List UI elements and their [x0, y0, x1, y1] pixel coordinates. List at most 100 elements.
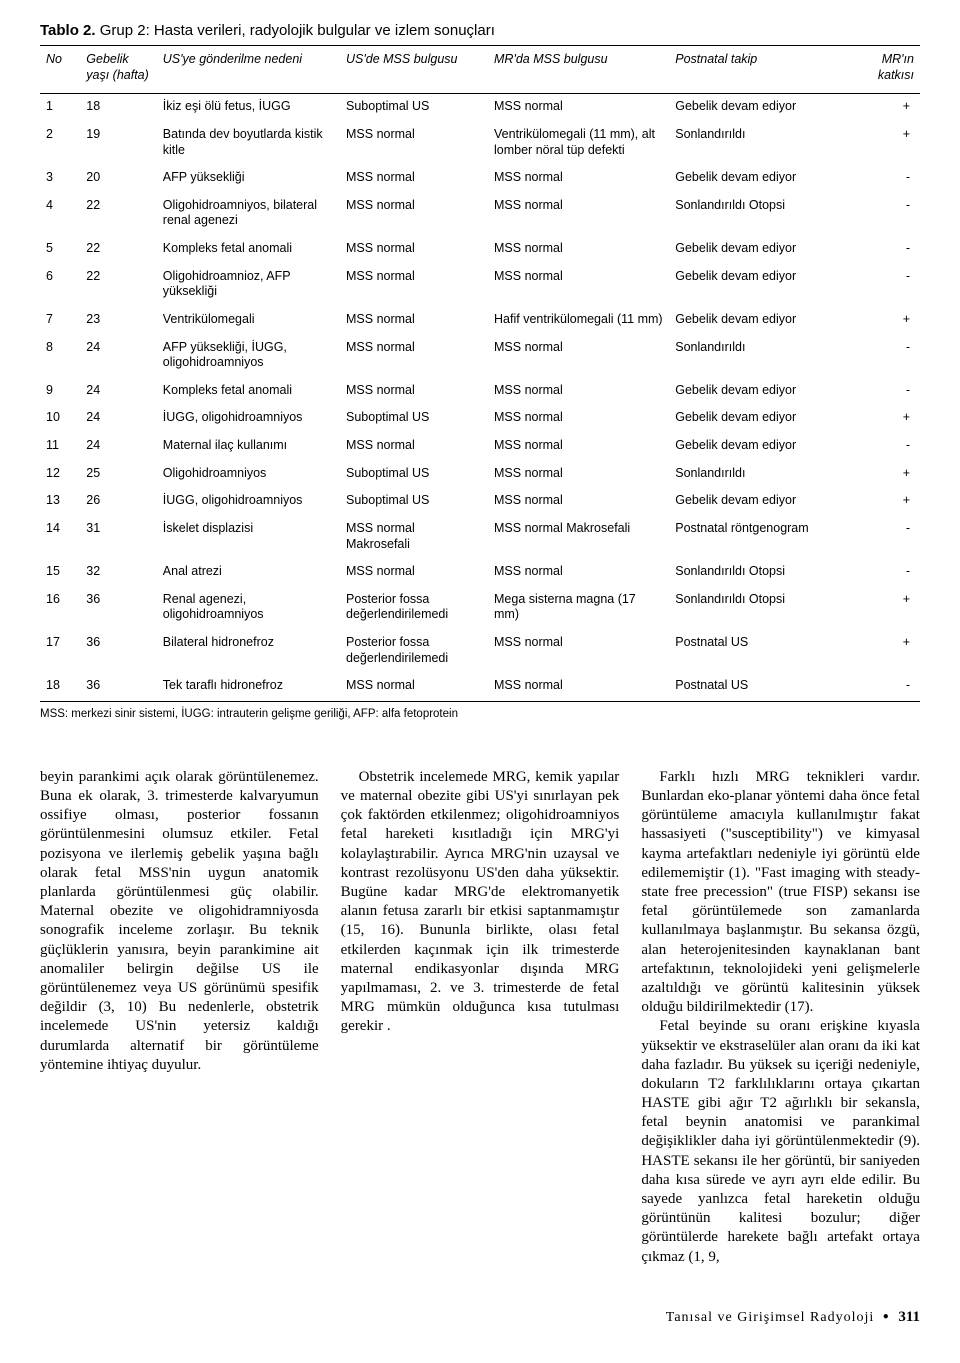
cell-follow: Postnatal röntgenogram — [669, 516, 837, 559]
table-row: 1431İskelet displazisiMSS normal Makrose… — [40, 516, 920, 559]
body-p4: Fetal beyinde su oranı erişkine kıyasla … — [641, 1017, 920, 1266]
table-row: 422Oligohidroamniyos, bilateral renal ag… — [40, 193, 920, 236]
cell-reason: Oligohidroamnioz, AFP yüksekliği — [157, 264, 340, 307]
cell-contrib: - — [837, 673, 920, 701]
cell-contrib: - — [837, 516, 920, 559]
cell-mr: MSS normal Makrosefali — [488, 516, 669, 559]
cell-age: 36 — [80, 587, 157, 630]
cell-age: 26 — [80, 488, 157, 516]
cell-us: Suboptimal US — [340, 461, 488, 489]
cell-mr: MSS normal — [488, 264, 669, 307]
cell-follow: Gebelik devam ediyor — [669, 307, 837, 335]
cell-follow: Postnatal US — [669, 630, 837, 673]
cell-reason: Kompleks fetal anomali — [157, 236, 340, 264]
cell-us: MSS normal — [340, 378, 488, 406]
cell-age: 22 — [80, 236, 157, 264]
footer-journal: Tanısal ve Girişimsel Radyoloji — [666, 1310, 875, 1325]
cell-contrib: - — [837, 193, 920, 236]
cell-no: 11 — [40, 433, 80, 461]
cell-contrib: - — [837, 165, 920, 193]
cell-us: MSS normal — [340, 433, 488, 461]
cell-us: Suboptimal US — [340, 405, 488, 433]
cell-us: Suboptimal US — [340, 94, 488, 122]
cell-us: MSS normal — [340, 307, 488, 335]
cell-age: 19 — [80, 122, 157, 165]
cell-no: 10 — [40, 405, 80, 433]
cell-contrib: + — [837, 587, 920, 630]
cell-follow: Sonlandırıldı Otopsi — [669, 559, 837, 587]
cell-contrib: + — [837, 307, 920, 335]
cell-age: 24 — [80, 405, 157, 433]
cell-mr: MSS normal — [488, 461, 669, 489]
cell-contrib: + — [837, 122, 920, 165]
cell-no: 14 — [40, 516, 80, 559]
cell-mr: MSS normal — [488, 673, 669, 701]
cell-follow: Sonlandırıldı Otopsi — [669, 587, 837, 630]
table-row: 1836Tek taraflı hidronefrozMSS normalMSS… — [40, 673, 920, 701]
table-row: 1736Bilateral hidronefrozPosterior fossa… — [40, 630, 920, 673]
cell-reason: Oligohidroamniyos, bilateral renal agene… — [157, 193, 340, 236]
cell-reason: İUGG, oligohidroamniyos — [157, 405, 340, 433]
table-row: 622Oligohidroamnioz, AFP yüksekliğiMSS n… — [40, 264, 920, 307]
cell-age: 24 — [80, 335, 157, 378]
cell-follow: Gebelik devam ediyor — [669, 264, 837, 307]
table-row: 320AFP yüksekliğiMSS normalMSS normalGeb… — [40, 165, 920, 193]
cell-no: 9 — [40, 378, 80, 406]
cell-no: 7 — [40, 307, 80, 335]
cell-contrib: + — [837, 461, 920, 489]
data-table: No Gebelik yaşı (hafta) US'ye gönderilme… — [40, 45, 920, 702]
cell-mr: MSS normal — [488, 335, 669, 378]
table-row: 824AFP yüksekliği, İUGG, oligohidroamniy… — [40, 335, 920, 378]
page-footer: Tanısal ve Girişimsel Radyoloji ● 311 — [40, 1309, 920, 1326]
cell-follow: Postnatal US — [669, 673, 837, 701]
cell-mr: MSS normal — [488, 236, 669, 264]
table-row: 924Kompleks fetal anomaliMSS normalMSS n… — [40, 378, 920, 406]
cell-reason: Ventrikülomegali — [157, 307, 340, 335]
cell-follow: Sonlandırıldı — [669, 461, 837, 489]
cell-contrib: + — [837, 405, 920, 433]
cell-us: Posterior fossa değerlendirilemedi — [340, 587, 488, 630]
cell-us: MSS normal — [340, 559, 488, 587]
cell-age: 20 — [80, 165, 157, 193]
cell-reason: AFP yüksekliği, İUGG, oligohidroamniyos — [157, 335, 340, 378]
table-row: 1326İUGG, oligohidroamniyosSuboptimal US… — [40, 488, 920, 516]
cell-us: MSS normal — [340, 673, 488, 701]
cell-mr: MSS normal — [488, 488, 669, 516]
cell-follow: Sonlandırıldı — [669, 122, 837, 165]
cell-contrib: - — [837, 433, 920, 461]
cell-no: 1 — [40, 94, 80, 122]
th-us: US'de MSS bulgusu — [340, 46, 488, 94]
cell-no: 8 — [40, 335, 80, 378]
table-row: 522Kompleks fetal anomaliMSS normalMSS n… — [40, 236, 920, 264]
cell-reason: Anal atrezi — [157, 559, 340, 587]
footer-page-number: 311 — [898, 1309, 920, 1325]
table-row: 1124Maternal ilaç kullanımıMSS normalMSS… — [40, 433, 920, 461]
cell-age: 23 — [80, 307, 157, 335]
cell-reason: Maternal ilaç kullanımı — [157, 433, 340, 461]
cell-us: MSS normal — [340, 122, 488, 165]
cell-reason: Bilateral hidronefroz — [157, 630, 340, 673]
cell-age: 24 — [80, 378, 157, 406]
table-row: 1532Anal atreziMSS normalMSS normalSonla… — [40, 559, 920, 587]
cell-no: 17 — [40, 630, 80, 673]
cell-reason: İkiz eşi ölü fetus, İUGG — [157, 94, 340, 122]
cell-mr: MSS normal — [488, 405, 669, 433]
cell-contrib: + — [837, 94, 920, 122]
cell-mr: MSS normal — [488, 94, 669, 122]
cell-follow: Sonlandırıldı — [669, 335, 837, 378]
cell-contrib: - — [837, 559, 920, 587]
cell-mr: MSS normal — [488, 630, 669, 673]
cell-age: 32 — [80, 559, 157, 587]
body-p3: Farklı hızlı MRG teknikleri vardır. Bunl… — [641, 768, 920, 1017]
table-row: 1024İUGG, oligohidroamniyosSuboptimal US… — [40, 405, 920, 433]
th-reason: US'ye gönderilme nedeni — [157, 46, 340, 94]
cell-age: 36 — [80, 673, 157, 701]
table-row: 723VentrikülomegaliMSS normalHafif ventr… — [40, 307, 920, 335]
cell-no: 6 — [40, 264, 80, 307]
table-row: 219Batında dev boyutlarda kistik kitleMS… — [40, 122, 920, 165]
table-row: 118İkiz eşi ölü fetus, İUGGSuboptimal US… — [40, 94, 920, 122]
cell-age: 24 — [80, 433, 157, 461]
cell-reason: Batında dev boyutlarda kistik kitle — [157, 122, 340, 165]
cell-mr: Ventrikülomegali (11 mm), alt lomber nör… — [488, 122, 669, 165]
cell-age: 31 — [80, 516, 157, 559]
